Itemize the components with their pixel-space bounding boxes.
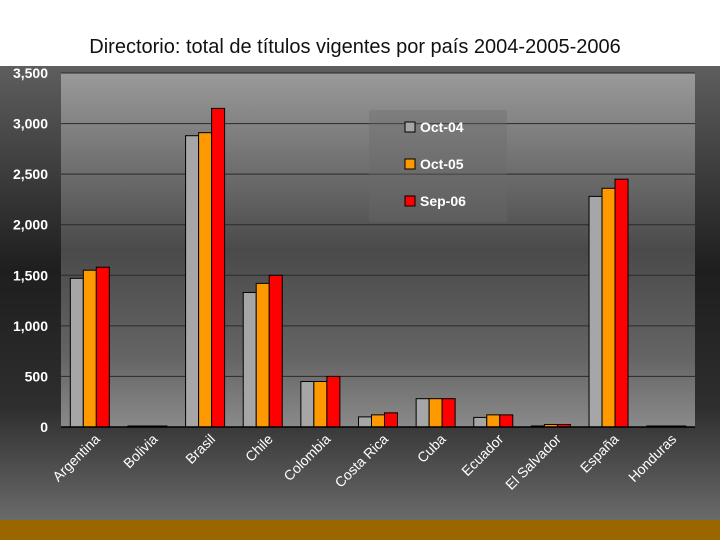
bar-oct-05 bbox=[313, 380, 328, 428]
legend-label: Oct-04 bbox=[420, 119, 464, 135]
bar-oct-05 bbox=[428, 398, 443, 428]
bar-sep-06 bbox=[268, 274, 283, 428]
slide-bottom-border bbox=[0, 520, 720, 540]
y-tick-label: 1,000 bbox=[13, 318, 48, 334]
bar-oct-05 bbox=[486, 414, 501, 428]
chart-title: Directorio: total de títulos vigentes po… bbox=[89, 36, 621, 58]
legend-box bbox=[369, 110, 507, 222]
y-tick-label: 2,500 bbox=[13, 166, 48, 182]
bar-oct-04 bbox=[358, 416, 372, 428]
bar-sep-06 bbox=[441, 398, 456, 428]
bar-sep-06 bbox=[499, 414, 514, 428]
y-tick-label: 1,500 bbox=[13, 267, 48, 283]
bar-oct-04 bbox=[300, 380, 315, 428]
bar-sep-06 bbox=[95, 266, 110, 428]
bar-sep-06 bbox=[384, 412, 398, 428]
bar-oct-04 bbox=[588, 195, 603, 428]
legend-swatch bbox=[404, 158, 416, 170]
bar-oct-05 bbox=[601, 187, 616, 428]
y-tick-label: 2,000 bbox=[13, 217, 48, 233]
bar-oct-05 bbox=[198, 132, 213, 428]
bar-oct-04 bbox=[69, 277, 84, 428]
bar-oct-05 bbox=[255, 282, 270, 428]
bar-oct-04 bbox=[242, 291, 257, 428]
y-tick-label: 3,500 bbox=[13, 65, 48, 81]
bar-oct-04 bbox=[473, 416, 488, 428]
bar-oct-04 bbox=[185, 135, 200, 428]
legend-swatch bbox=[404, 195, 416, 207]
bar-sep-06 bbox=[326, 375, 341, 428]
bar-oct-05 bbox=[371, 414, 385, 428]
bar-sep-06 bbox=[211, 107, 226, 428]
legend-swatch bbox=[404, 121, 416, 133]
legend-label: Sep-06 bbox=[420, 193, 466, 209]
y-tick-label: 3,000 bbox=[13, 116, 48, 132]
y-tick-label: 0 bbox=[40, 419, 48, 435]
bar-sep-06 bbox=[614, 178, 629, 428]
bar-oct-04 bbox=[415, 398, 430, 428]
legend-label: Oct-05 bbox=[420, 156, 464, 172]
y-tick-label: 500 bbox=[25, 368, 49, 384]
bar-oct-05 bbox=[82, 269, 97, 428]
